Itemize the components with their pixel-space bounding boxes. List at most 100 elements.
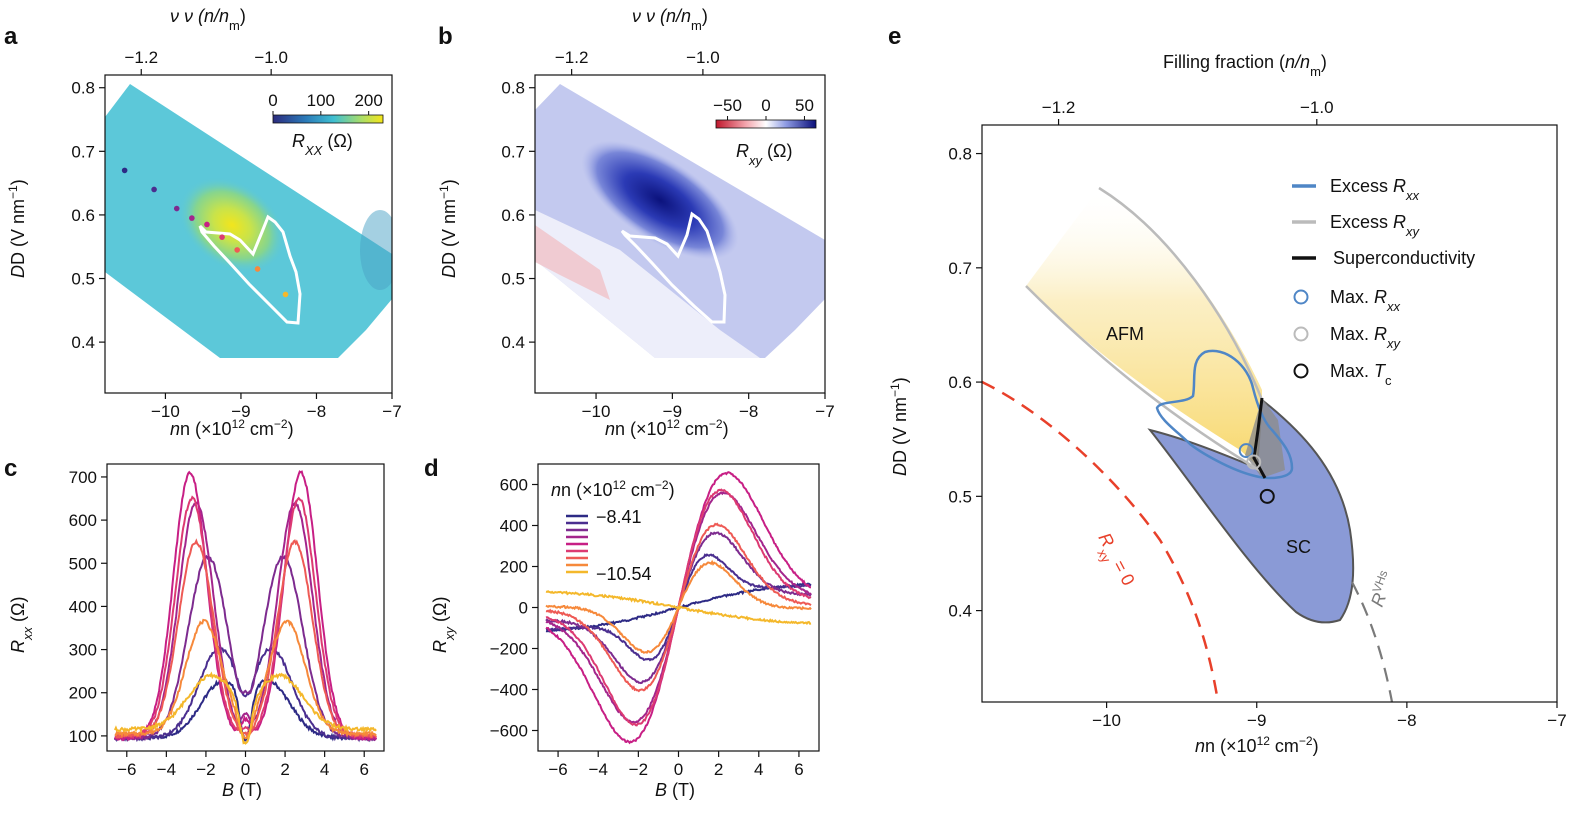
max-point-marker <box>1246 454 1262 470</box>
panel-a-top-axis-title: ν ν (n/nm) <box>170 6 246 33</box>
colorbar-tick-label: 200 <box>354 91 382 110</box>
panel-a-x-end: ) <box>288 419 294 439</box>
panel-e-x-label: n (×10 <box>1205 736 1257 756</box>
legend-excess-rxx-var: R <box>1393 176 1406 196</box>
panel-a-axes: −10 −9 −8 −7 0.8 0.7 0.6 0.5 0.4 −1.2 −1.0 <box>71 48 401 421</box>
panel-e-legend: Excess Rxx Excess Rxy Superconductivity … <box>1292 176 1475 388</box>
panel-a-colorbar-ticks: 0 100 200 <box>268 91 383 115</box>
max-point-marker <box>1259 488 1275 504</box>
panel-c-y-sub: xx <box>20 627 35 642</box>
panel-a-x-axis-title: nn (×1012 cm−2) <box>170 417 294 439</box>
excess-rxx-contour <box>1155 349 1294 480</box>
panel-b-top-axis-title: ν ν (n/nm) <box>632 6 708 33</box>
x-tick-label: 0 <box>674 760 683 779</box>
y-tick-label: 600 <box>69 511 97 530</box>
y-tick-label: 0.5 <box>501 270 525 289</box>
x-tick-label: −8 <box>307 402 326 421</box>
x-tick-label: 6 <box>794 760 803 779</box>
panel-a-heatmap <box>105 84 392 358</box>
density-marker <box>234 247 240 253</box>
rxx-series-line <box>113 671 377 745</box>
panel-c-axes: −6 −4 −2 0 2 4 6 100 200 300 400 500 600 700 <box>69 468 369 779</box>
panel-e-frame <box>981 124 1558 703</box>
panel-b-x-unit-sup: −2 <box>709 417 723 431</box>
panel-e-top-sub: m <box>1310 64 1321 79</box>
panel-c-x-var: B <box>222 780 234 800</box>
y-tick-label: 0.8 <box>948 145 972 164</box>
panel-b: b ν ν (n/nm) −10 −9 −8 −70.80.70.60.50.4−1.… <box>437 6 835 439</box>
rxx-series-line <box>114 495 377 740</box>
panel-b-axes: −10 −9 −8 −7 0.8 0.7 0.6 0.5 0.4 −1.2 −1.0 <box>501 48 834 421</box>
panel-b-top-axis-sub: m <box>691 18 702 33</box>
panel-c-x-unit: (T) <box>234 780 262 800</box>
y-tick-label: −600 <box>490 722 528 741</box>
y-tick-label: 200 <box>500 558 528 577</box>
top-tick-label: −1.2 <box>1042 98 1076 117</box>
panel-b-heatmap-neg <box>535 225 610 300</box>
legend-max-tc-text: Max. <box>1330 361 1374 381</box>
panel-d: d −6 −4 −2 0 2 4 6 600 400 200 0 −200 −400 −600 nn (×… <box>424 455 820 800</box>
panel-a-y-label: D (V nm <box>8 199 28 265</box>
panel-c-x-axis-title: B (T) <box>222 780 262 800</box>
rxx-series-line <box>114 499 377 742</box>
rxx-series-line <box>113 470 378 742</box>
panel-c-y-axis-title: Rxx (Ω) <box>8 597 35 653</box>
y-tick-label: 0.6 <box>948 373 972 392</box>
density-marker <box>254 266 261 272</box>
panel-c-label: c <box>4 455 17 482</box>
panel-d-legend-title-text: n (×10 <box>561 480 613 500</box>
panel-e-x-sup: 12 <box>1257 734 1271 748</box>
legend-superconductivity: Superconductivity <box>1333 248 1475 268</box>
panel-b-y-label: D (V nm <box>439 199 459 265</box>
panel-e-y-sup: −1 <box>888 383 902 397</box>
y-tick-label: 400 <box>69 597 97 616</box>
y-tick-label: 0.7 <box>71 142 95 161</box>
panel-e-top-end: ) <box>1321 52 1327 72</box>
panel-e-x-unit: cm <box>1270 736 1299 756</box>
x-tick-label: −4 <box>157 760 176 779</box>
panel-a-label: a <box>4 23 18 50</box>
y-tick-label: 0 <box>519 599 528 618</box>
legend-max-rxy: Max. Rxy <box>1330 324 1402 351</box>
panel-a-colorbar <box>272 114 384 124</box>
panel-a-sc-contour <box>198 214 302 325</box>
panel-d-axes: −6 −4 −2 0 2 4 6 600 400 200 0 −200 −400 −600 <box>490 476 804 780</box>
colorbar-tick-label: 0 <box>268 91 277 110</box>
sc-label: SC <box>1286 537 1311 557</box>
rxx-series-line <box>114 644 377 743</box>
legend-max-rxy-text: Max. <box>1330 324 1374 344</box>
panel-a-colorbar-label: RXX (Ω) <box>292 131 353 158</box>
y-tick-label: 0.7 <box>948 259 972 278</box>
panel-d-y-sub: xy <box>442 626 457 642</box>
rxx-series-line <box>114 618 377 740</box>
panel-c-y-var: R <box>8 640 28 653</box>
panel-a-x-sup: 12 <box>232 417 246 431</box>
panel-b-sc-contour <box>620 211 727 324</box>
y-tick-label: −400 <box>490 681 528 700</box>
y-tick-label: 300 <box>69 641 97 660</box>
panel-b-heatmap-low <box>535 210 760 358</box>
legend-max-rxy-sub: xy <box>1386 336 1402 351</box>
legend-excess-rxx: Excess Rxx <box>1330 176 1420 203</box>
y-tick-label: 100 <box>69 727 97 746</box>
density-marker <box>151 186 157 193</box>
rxy-series-line <box>545 590 812 625</box>
rxy-zero-label: Rxy = 0 <box>1089 529 1139 591</box>
x-tick-label: 6 <box>359 760 368 779</box>
colorbar-tick-label: 50 <box>795 96 814 115</box>
panel-b-label: b <box>438 23 453 50</box>
legend-max-rxx-sub: xx <box>1386 299 1401 314</box>
x-tick-label: 2 <box>714 760 723 779</box>
x-tick-label: −7 <box>1547 711 1566 730</box>
y-tick-label: 0.4 <box>948 602 972 621</box>
x-tick-label: −4 <box>589 760 608 779</box>
panel-d-legend-title-sup: 12 <box>613 478 627 492</box>
legend-excess-rxx-text: Excess <box>1330 176 1393 196</box>
panel-e-y-axis-title: DD (V nm−1) <box>888 377 910 476</box>
x-tick-label: −8 <box>1397 711 1416 730</box>
panel-c-frame <box>106 463 385 752</box>
panel-b-colorbar-unit: (Ω) <box>762 141 792 161</box>
legend-max-rxx-text: Max. <box>1330 287 1374 307</box>
panel-b-top-axis-end: ) <box>702 6 708 26</box>
panel-b-x-unit: cm <box>680 419 709 439</box>
